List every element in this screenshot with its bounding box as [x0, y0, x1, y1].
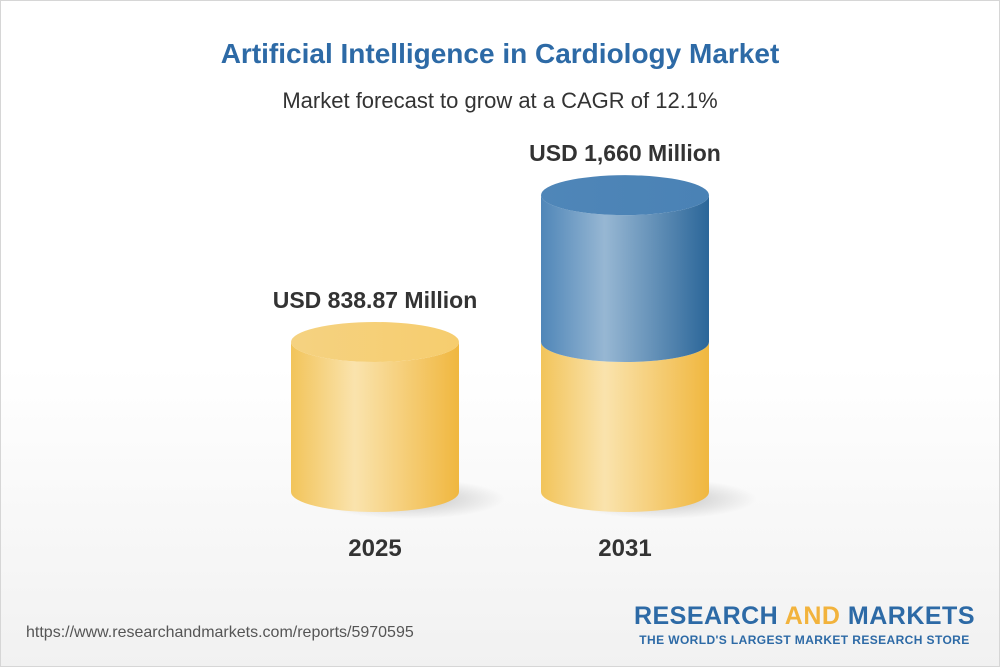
bar-2031-base-segment: [541, 342, 709, 512]
category-label-2031: 2031: [598, 535, 651, 562]
chart-title: Artificial Intelligence in Cardiology Ma…: [220, 38, 780, 69]
brand-logo: RESEARCH AND MARKETS THE WORLD'S LARGEST…: [634, 602, 975, 647]
bar-2031-growth-segment: [541, 195, 709, 362]
brand-research: RESEARCH: [633, 602, 779, 630]
bar-2031-top: [541, 175, 709, 216]
bar-2025-body: [291, 342, 459, 512]
bar-2025-top: [291, 322, 459, 362]
brand-markets: MARKETS: [847, 602, 975, 630]
brand-and: AND: [784, 602, 841, 630]
chart-subtitle: Market forecast to grow at a CAGR of 12.…: [282, 88, 718, 113]
bar-2031: [541, 175, 709, 512]
brand-wordmark: RESEARCH AND MARKETS: [634, 602, 975, 630]
source-url: https://www.researchandmarkets.com/repor…: [26, 624, 414, 641]
brand-tagline: THE WORLD'S LARGEST MARKET RESEARCH STOR…: [639, 633, 970, 647]
category-label-2025: 2025: [348, 535, 401, 562]
bar-2025: [291, 322, 459, 512]
value-label-2031: USD 1,660 Million: [529, 140, 721, 166]
value-label-2025: USD 838.87 Million: [273, 287, 478, 313]
